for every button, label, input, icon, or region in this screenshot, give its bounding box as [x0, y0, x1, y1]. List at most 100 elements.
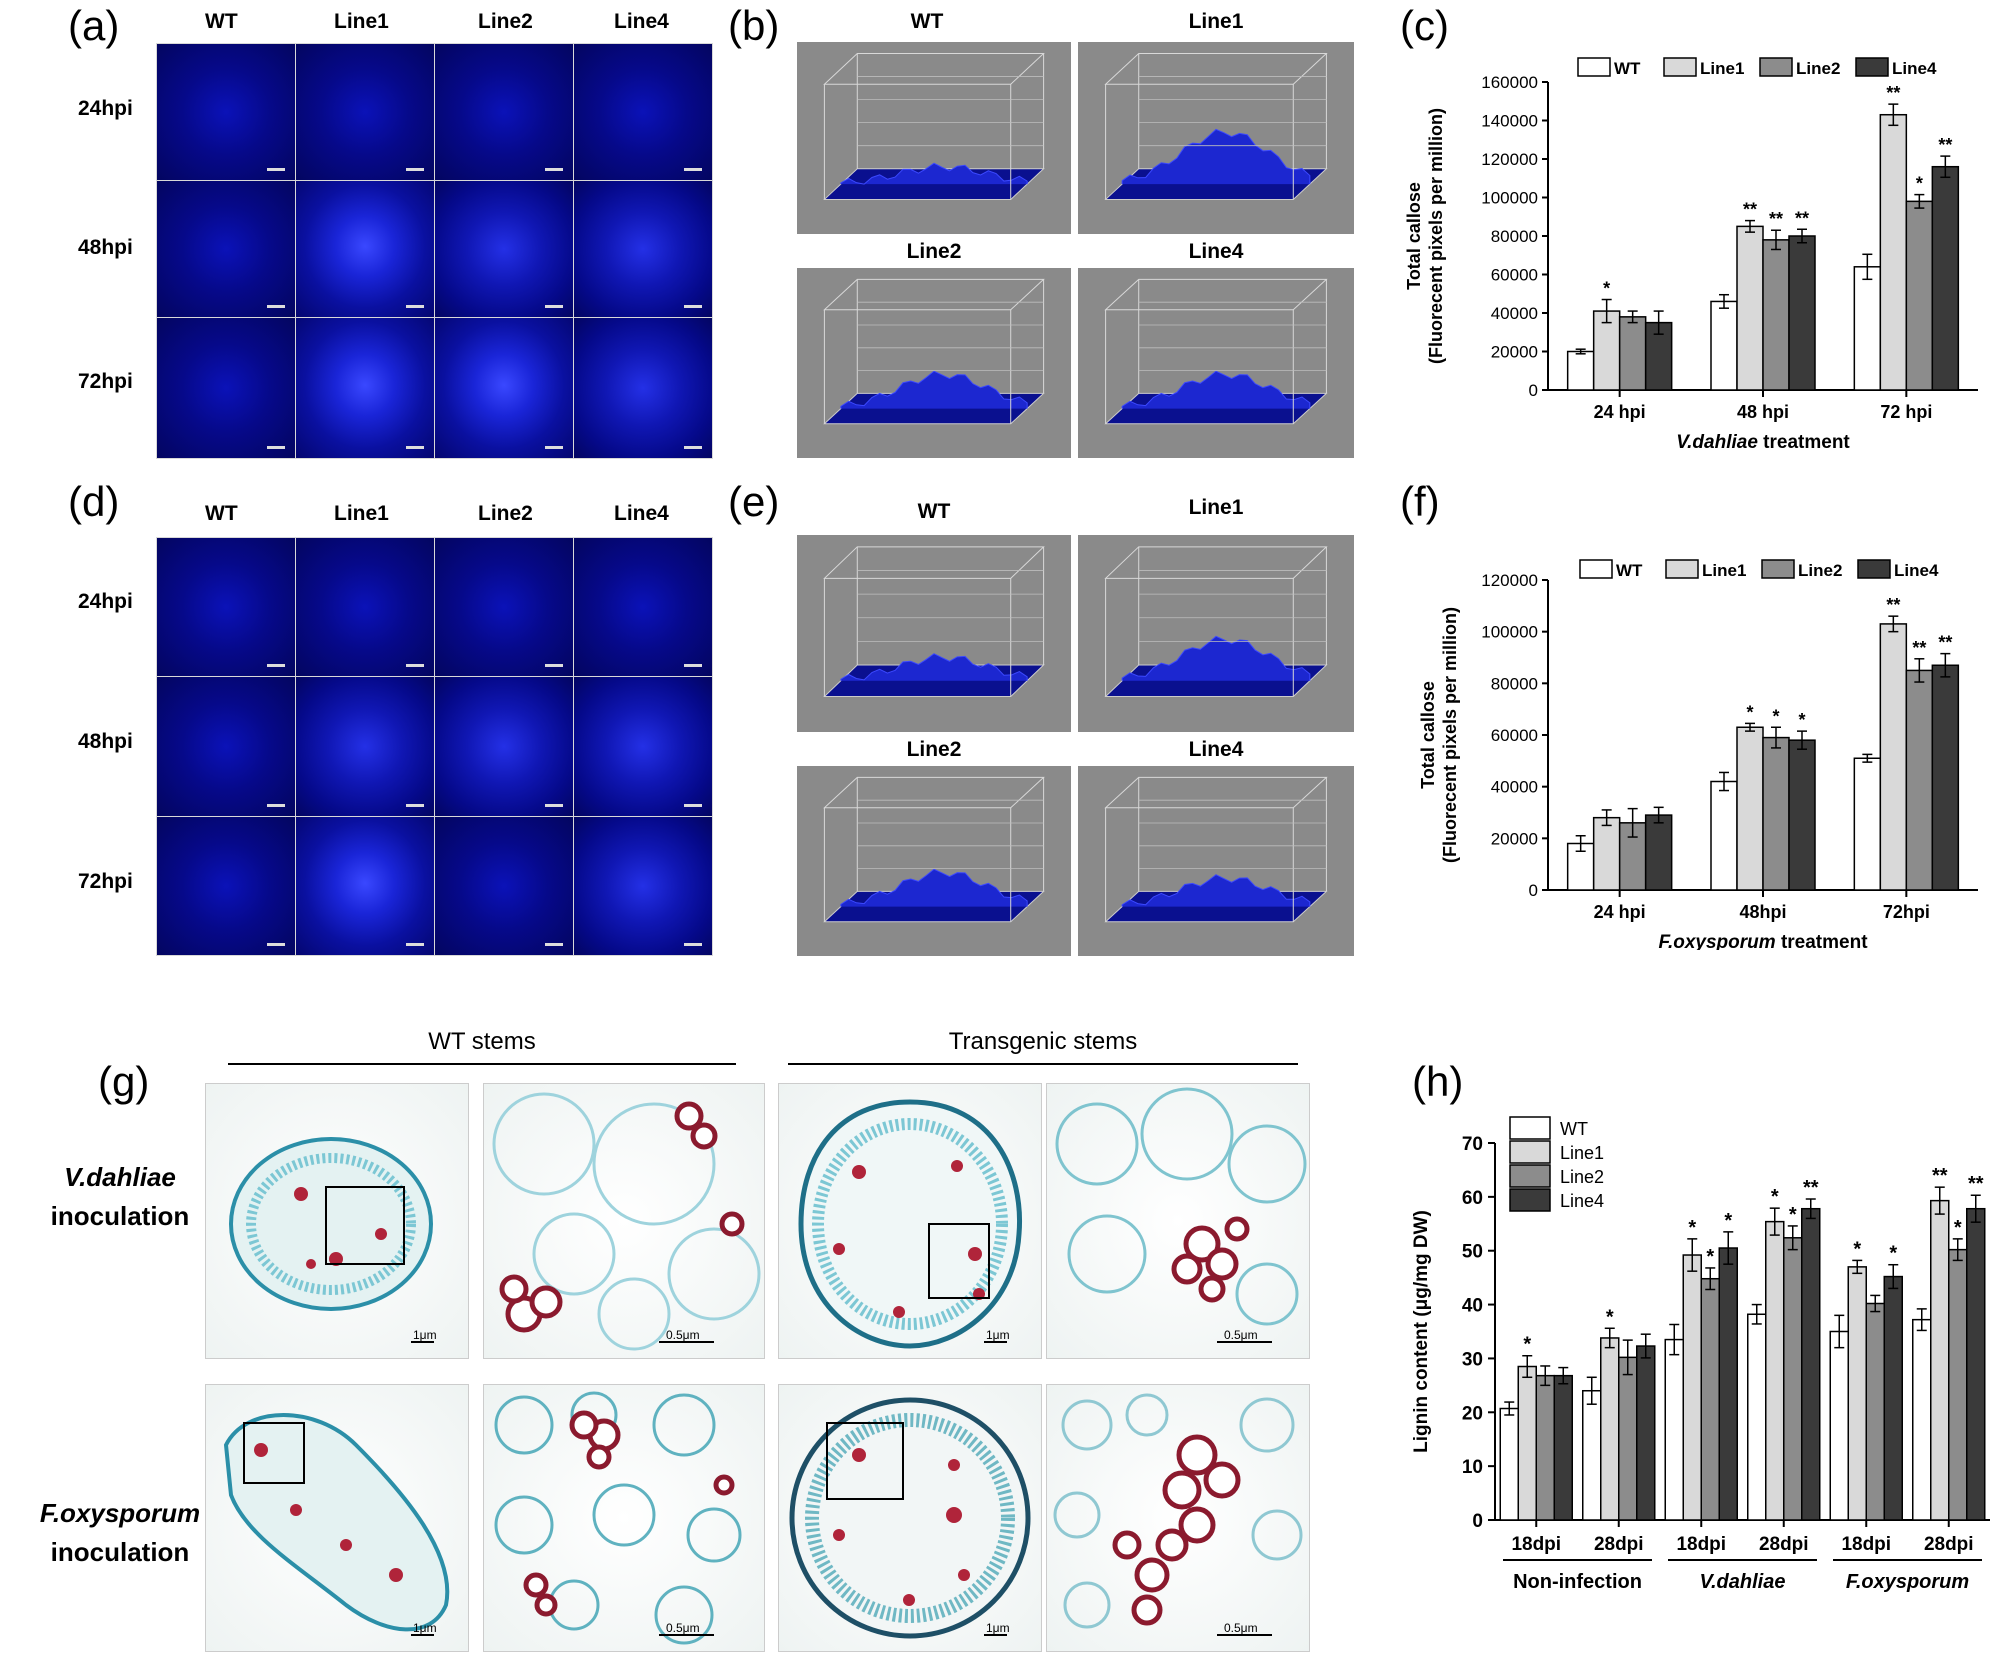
surface-plot — [797, 42, 1071, 234]
micrograph-tile — [295, 676, 435, 817]
y-tick-label: 120000 — [1481, 571, 1538, 590]
micrograph-tile — [295, 317, 435, 459]
legend-label: WT — [1614, 59, 1641, 78]
lignin-content-chart: 0 10 20 30 40 50 60 70 Lignin content (μg/mg DW)… — [1411, 1116, 1990, 1593]
bar-wt — [1912, 1318, 1932, 1521]
scale-label-1um: 1μm — [986, 1328, 1010, 1342]
panel-label-a: (a) — [68, 2, 120, 49]
y-tick-label: 100000 — [1481, 189, 1538, 208]
bar-line4 — [1718, 1247, 1738, 1521]
significance-marker: * — [1688, 1217, 1696, 1239]
panel-label-h: (h) — [1412, 1058, 1464, 1105]
legend-label: Line4 — [1892, 59, 1937, 78]
bar-line2 — [1783, 1237, 1803, 1521]
row-label-foxysporum-species: F.oxysporum — [39, 1498, 201, 1528]
x-tick-label: 18dpi — [1841, 1534, 1891, 1555]
bar-line4 — [1931, 165, 1960, 391]
bar-line1 — [1736, 726, 1764, 891]
panel-label-f: (f) — [1400, 478, 1440, 525]
significance-marker: ** — [1932, 1165, 1948, 1187]
bar-line2 — [1618, 1356, 1638, 1521]
bar-line1 — [1736, 225, 1764, 391]
x-tick-label: 18dpi — [1676, 1534, 1726, 1555]
surface-plot-graphic — [823, 278, 1045, 425]
scale-bar — [545, 804, 563, 807]
scale-bar — [267, 943, 285, 946]
y-axis-title-line1: Total callose — [1404, 182, 1424, 290]
scale-bar — [406, 804, 424, 807]
col-label-wt: WT — [205, 502, 238, 525]
scale-label-1um: 1μm — [413, 1328, 437, 1342]
x-tick-label: 24 hpi — [1594, 402, 1646, 422]
surface-title-line2: Line2 — [906, 738, 962, 761]
legend-swatch — [1855, 57, 1889, 77]
legend-label: WT — [1616, 561, 1643, 580]
micrograph-tile — [573, 816, 713, 956]
legend-label: Line1 — [1702, 561, 1746, 580]
legend-swatch — [1579, 559, 1613, 579]
box-top — [1104, 278, 1328, 311]
legend-label: WT — [1560, 1119, 1588, 1139]
stem-section-zoom: 0.5μm — [1046, 1083, 1310, 1359]
bar-line2 — [1905, 669, 1934, 891]
y-tick-label: 40 — [1462, 1296, 1483, 1317]
row-label-72hpi: 72hpi — [78, 870, 133, 893]
significance-marker: * — [1724, 1210, 1732, 1232]
surface-plot — [797, 535, 1071, 732]
micrograph-tile — [434, 317, 574, 459]
scale-bar — [545, 168, 563, 171]
bar-line4 — [1966, 1207, 1986, 1521]
bar-line1 — [1930, 1199, 1950, 1521]
col-label-wt: WT — [205, 10, 238, 33]
scale-bar — [545, 446, 563, 449]
row-label-72hpi: 72hpi — [78, 370, 133, 393]
panel-label-c: (c) — [1400, 2, 1449, 49]
row-label-vdahliae-inoculation: inoculation — [50, 1201, 190, 1231]
box-top — [1104, 776, 1328, 809]
scale-bar — [267, 168, 285, 171]
micrograph-tile — [573, 317, 713, 459]
surface-mesh — [840, 653, 1028, 681]
col-label-line1: Line1 — [334, 10, 389, 33]
surface-plot-graphic — [1104, 53, 1328, 200]
x-axis-title-suffix: treatment — [1758, 432, 1851, 453]
panel-label-d: (d) — [68, 478, 120, 525]
significance-marker: * — [1606, 1306, 1614, 1328]
bar-wt — [1853, 266, 1882, 391]
scale-bar — [267, 446, 285, 449]
surface-title-wt: WT — [910, 10, 944, 33]
legend-swatch — [1509, 1140, 1551, 1164]
stem-section-zoom: 0.5μm — [483, 1083, 765, 1359]
stem-section-overview: 1μm — [778, 1384, 1042, 1652]
significance-marker: * — [1789, 1204, 1797, 1226]
micrograph-tile — [573, 43, 713, 181]
significance-marker: ** — [1886, 83, 1900, 103]
significance-marker: ** — [1968, 1173, 1984, 1195]
row-label-24hpi: 24hpi — [78, 590, 133, 613]
y-tick-label: 60 — [1462, 1188, 1483, 1209]
y-axis-title: Lignin content (μg/mg DW) — [1411, 1210, 1432, 1453]
surface-title-line1: Line1 — [1188, 496, 1244, 519]
scale-bar — [684, 305, 702, 308]
bar-wt — [1566, 350, 1595, 391]
significance-marker: ** — [1938, 633, 1952, 653]
stem-section-overview: 1μm — [205, 1384, 469, 1652]
y-tick-label: 20000 — [1491, 829, 1538, 848]
bar-line4 — [1931, 664, 1960, 891]
legend-swatch — [1509, 1164, 1551, 1188]
micrograph-tile — [295, 43, 435, 181]
x-tick-label: 72hpi — [1883, 902, 1930, 922]
scale-label-05um: 0.5μm — [1224, 1328, 1258, 1342]
bar-wt — [1710, 300, 1738, 391]
y-tick-label: 50 — [1462, 1242, 1483, 1263]
y-axis-title: Total callose (Fluorecent pixels per mill… — [1418, 607, 1460, 863]
scale-label-05um: 0.5μm — [666, 1621, 700, 1635]
micrograph-tile — [434, 43, 574, 181]
bar-line2 — [1762, 736, 1790, 891]
x-tick-label: 24 hpi — [1594, 902, 1646, 922]
surface-plot-graphic — [823, 53, 1045, 200]
x-tick-label: 48hpi — [1739, 902, 1786, 922]
box-top — [823, 776, 1045, 809]
micrograph-tile — [156, 43, 296, 181]
significance-marker: * — [1772, 706, 1779, 726]
